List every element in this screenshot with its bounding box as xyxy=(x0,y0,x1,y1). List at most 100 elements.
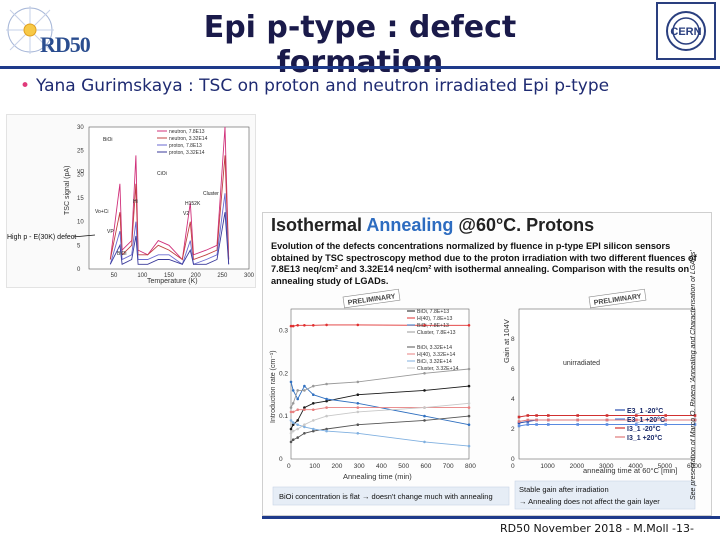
iso-title-b: Annealing xyxy=(366,215,454,235)
tsc-arrow xyxy=(72,234,96,238)
left-xtick: 200 xyxy=(332,463,343,470)
right-xtick: 4000 xyxy=(628,463,643,470)
right-series-point xyxy=(526,420,530,423)
rd50-logo-text: RD50 xyxy=(40,32,91,57)
left-xtick: 0 xyxy=(287,463,291,470)
tsc-annotation: BiOi xyxy=(103,137,112,143)
right-series-point xyxy=(664,423,667,426)
left-legend-item: BiCi, 7.8E+13 xyxy=(417,323,449,329)
right-xtick: 2000 xyxy=(570,463,585,470)
left-xtick: 300 xyxy=(354,463,365,470)
side-note: See presentation of Marco O. Riviera 'An… xyxy=(690,250,697,500)
left-series-point xyxy=(423,414,426,418)
tsc-xtick: 200 xyxy=(191,273,202,279)
tsc-annotation: VO xyxy=(77,169,84,175)
right-series-point xyxy=(517,420,521,423)
right-legend-item: I3_1 -20°C xyxy=(627,425,661,433)
cern-logo-graphic: CERN xyxy=(666,11,706,51)
left-series-point xyxy=(325,414,328,418)
left-ylabel: Introduction rate (cm⁻¹) xyxy=(270,350,277,423)
left-series-point xyxy=(296,324,299,327)
footer-text: RD50 November 2018 - M.Moll -13- xyxy=(499,522,694,535)
left-series-point xyxy=(289,419,293,422)
right-series-point xyxy=(693,418,697,422)
right-series-point xyxy=(693,423,697,426)
right-xlabel: annealing time at 60°C [min] xyxy=(583,466,677,475)
rd50-logo-graphic xyxy=(6,6,54,54)
left-series-point xyxy=(289,427,293,431)
tsc-ytick: 0 xyxy=(77,267,81,273)
left-series-point xyxy=(303,384,306,388)
left-series-point xyxy=(423,372,426,375)
bullet-text: Yana Gurimskaya : TSC on proton and neut… xyxy=(36,76,610,96)
right-series-point xyxy=(635,418,638,422)
right-unirradiated-label: unirradiated xyxy=(563,360,600,367)
left-xtick: 400 xyxy=(376,463,387,470)
iso-description: Evolution of the defects concentrations … xyxy=(271,241,697,286)
left-series-point xyxy=(325,427,328,431)
tsc-ylabel: TSC signal (pA) xyxy=(64,166,71,215)
right-ytick: 8 xyxy=(511,336,515,343)
left-series-point xyxy=(325,399,328,403)
right-series-point xyxy=(526,418,530,422)
left-series-point xyxy=(423,419,426,422)
left-legend-item: BiCi, 3.32E+14 xyxy=(417,359,452,365)
bullet-line: • Yana Gurimskaya : TSC on proton and neu… xyxy=(20,76,609,96)
left-series-point xyxy=(289,410,293,414)
tsc-ytick: 10 xyxy=(77,220,84,226)
left-series-point xyxy=(296,419,299,422)
left-note: BiOi concentration is flat → doesn't cha… xyxy=(279,492,493,501)
right-series-point xyxy=(547,423,550,426)
left-series-point xyxy=(289,324,293,328)
left-series-point xyxy=(356,406,360,409)
left-series-point xyxy=(312,324,315,327)
right-xtick: 1000 xyxy=(540,463,555,470)
left-series-point xyxy=(312,384,315,388)
left-series-point xyxy=(356,402,360,405)
tsc-xlabel: Temperature (K) xyxy=(147,278,198,285)
right-series-point xyxy=(526,423,530,426)
iso-title-d: °C. Protons xyxy=(495,215,595,235)
left-xtick: 700 xyxy=(443,463,454,470)
left-xtick: 800 xyxy=(465,463,476,470)
left-legend-item: BiOi, 7.8E+13 xyxy=(417,309,449,315)
tsc-chart: TSC signal (pA) Temperature (K) 30 25 20 15… xyxy=(7,125,255,285)
left-series-point xyxy=(423,389,426,392)
tsc-annotation: Vo+Ci xyxy=(95,209,108,215)
tsc-annotation: VP xyxy=(107,229,114,235)
cern-logo: CERN xyxy=(656,2,716,60)
left-series-point xyxy=(291,421,295,424)
left-series-point xyxy=(296,423,299,426)
left-series-point xyxy=(291,389,295,392)
left-series-point xyxy=(291,324,295,328)
left-series-point xyxy=(312,429,315,433)
right-series-point xyxy=(664,414,667,417)
left-series-point xyxy=(291,429,295,433)
left-series-point xyxy=(291,410,295,414)
left-legend-item: H(40), 3.32E+14 xyxy=(417,352,455,358)
iso-title-c: @60 xyxy=(453,215,496,235)
tsc-series-line xyxy=(109,193,230,266)
left-series-point xyxy=(467,423,471,426)
right-series-point xyxy=(605,414,609,417)
right-note-line1: Stable gain after irradiation xyxy=(519,485,609,494)
left-ytick: 0.1 xyxy=(279,413,288,420)
right-series-point xyxy=(664,418,667,422)
left-series-point xyxy=(356,393,360,396)
left-xtick: 500 xyxy=(398,463,409,470)
left-series-point xyxy=(296,436,299,439)
tsc-legend-item: proton, 3.32E14 xyxy=(169,150,205,156)
tsc-annotation: Cluster xyxy=(203,191,219,197)
tsc-series-line xyxy=(109,126,230,261)
left-series-point xyxy=(423,406,426,409)
right-xtick: 6000 xyxy=(687,463,702,470)
left-series-point xyxy=(289,406,293,409)
tsc-spectrum-panel: TSC signal (pA) Temperature (K) 30 25 20 15… xyxy=(6,114,256,288)
left-series-point xyxy=(325,397,328,401)
right-ytick: 4 xyxy=(511,396,515,403)
left-series-point xyxy=(312,402,315,405)
right-series-point xyxy=(535,414,538,417)
left-series-point xyxy=(289,432,293,435)
left-series-point xyxy=(356,423,360,426)
left-series-point xyxy=(467,414,471,418)
